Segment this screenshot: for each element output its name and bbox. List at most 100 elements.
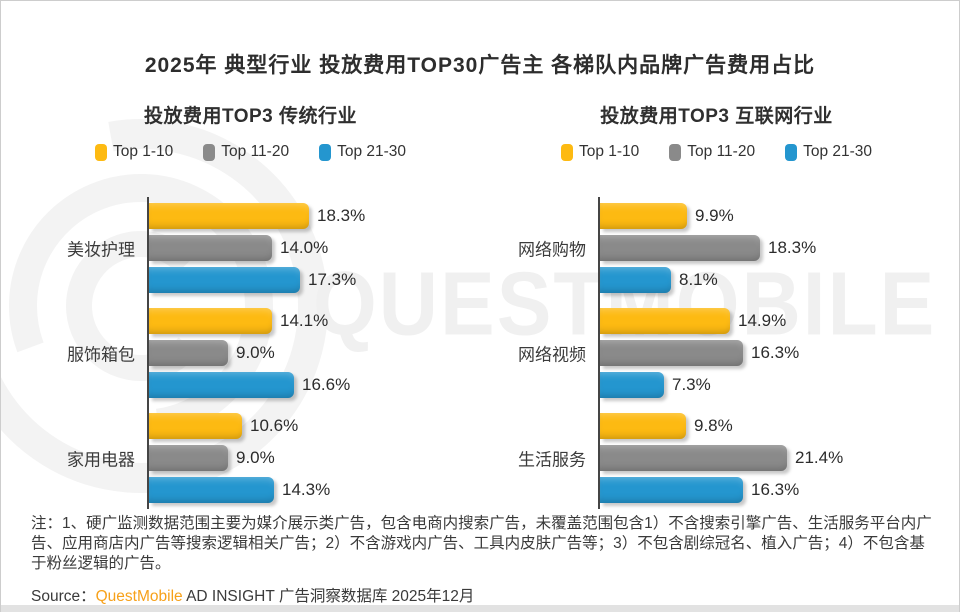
legend-label: Top 1-10 — [112, 143, 174, 160]
legend-label: Top 21-30 — [337, 143, 407, 160]
bar — [600, 372, 664, 398]
source-line: Source：QuestMobile AD INSIGHT 广告洞察数据库 20… — [31, 584, 474, 606]
bar-row: 21.4% — [600, 445, 944, 471]
category-label: 网络购物 — [518, 240, 586, 260]
legend-swatch-icon — [203, 143, 216, 161]
chart-internet-industry: 投放费用TOP3 互联网行业 Top 1-10 Top 11-20 Top 21-3… — [489, 101, 944, 509]
bar-value-label: 9.9% — [695, 206, 734, 225]
legend-swatch-icon — [669, 143, 682, 161]
bar-row: 10.6% — [149, 413, 478, 439]
bar-row: 14.1% — [149, 308, 478, 334]
bar — [149, 340, 228, 366]
bar-value-label: 7.3% — [672, 375, 711, 394]
bar-row: 9.9% — [600, 203, 944, 229]
legend-swatch-icon — [319, 143, 332, 161]
bar-row: 9.8% — [600, 413, 944, 439]
bar-group: 美妆护理 18.3% 14.0% 17.3% — [67, 203, 478, 293]
chart-subtitle: 投放费用TOP3 传统行业 — [143, 106, 358, 127]
bar-value-label: 16.3% — [751, 480, 800, 499]
bar-row: 18.3% — [149, 203, 478, 229]
bar-row: 14.9% — [600, 308, 944, 334]
chart-legend: Top 1-10 Top 11-20 Top 21-30 — [489, 141, 944, 163]
legend-label: Top 1-10 — [578, 143, 640, 160]
chart-legend: Top 1-10 Top 11-20 Top 21-30 — [23, 141, 478, 163]
legend-swatch-icon — [94, 143, 107, 161]
legend-item: Top 1-10 — [94, 143, 174, 161]
legend-item: Top 1-10 — [560, 143, 640, 161]
legend-swatch-icon — [560, 143, 573, 161]
bar — [149, 308, 272, 334]
bar-row: 17.3% — [149, 267, 478, 293]
bar — [600, 235, 760, 261]
bar — [149, 477, 274, 503]
bar — [600, 413, 686, 439]
bar-value-label: 21.4% — [795, 448, 844, 467]
bar-value-label: 17.3% — [308, 270, 357, 289]
legend-item: Top 11-20 — [203, 143, 289, 161]
bar-row: 16.3% — [600, 477, 944, 503]
legend-swatch-icon — [785, 143, 798, 161]
legend-label: Top 11-20 — [221, 143, 290, 160]
chart-subtitle: 投放费用TOP3 互联网行业 — [600, 106, 833, 127]
bar-row: 16.6% — [149, 372, 478, 398]
bar-row: 8.1% — [600, 267, 944, 293]
bar — [600, 445, 787, 471]
source-suffix: AD INSIGHT 广告洞察数据库 2025年12月 — [182, 588, 475, 605]
bar — [600, 308, 730, 334]
bar-value-label: 8.1% — [679, 270, 718, 289]
bar — [149, 235, 272, 261]
bar — [600, 267, 671, 293]
bar-value-label: 18.3% — [317, 206, 366, 225]
chart-traditional-industry: 投放费用TOP3 传统行业 Top 1-10 Top 11-20 Top 21-30… — [23, 101, 478, 509]
category-label: 网络视频 — [518, 345, 586, 365]
bar-value-label: 14.9% — [738, 311, 787, 330]
bar — [600, 477, 743, 503]
bar-value-label: 14.1% — [280, 311, 329, 330]
bar — [149, 445, 228, 471]
category-label: 生活服务 — [518, 450, 586, 470]
bar-value-label: 18.3% — [768, 238, 817, 257]
bottom-edge-strip — [1, 605, 959, 612]
bar-value-label: 16.6% — [302, 375, 351, 394]
footnote: 注：1、硬广监测数据范围主要为媒介展示类广告，包含电商内搜索广告，未覆盖范围包含… — [31, 515, 932, 572]
legend-label: Top 11-20 — [687, 143, 756, 160]
bar-row: 9.0% — [149, 445, 478, 471]
category-label: 美妆护理 — [67, 240, 135, 260]
legend-label: Top 21-30 — [803, 143, 873, 160]
bar-group: 服饰箱包 14.1% 9.0% 16.6% — [67, 308, 478, 398]
source-brand: QuestMobile — [95, 588, 183, 605]
bar — [149, 413, 242, 439]
bar-value-label: 9.0% — [236, 343, 275, 362]
legend-item: Top 11-20 — [669, 143, 755, 161]
bar-value-label: 14.0% — [280, 238, 329, 257]
bar-row: 9.0% — [149, 340, 478, 366]
bar-row: 14.0% — [149, 235, 478, 261]
bar-group: 生活服务 9.8% 21.4% 16.3% — [518, 413, 944, 503]
bar-value-label: 14.3% — [282, 480, 331, 499]
bar-row: 16.3% — [600, 340, 944, 366]
bar-value-label: 16.3% — [751, 343, 800, 362]
bar — [149, 267, 300, 293]
category-label: 服饰箱包 — [67, 345, 135, 365]
bar-group: 网络视频 14.9% 16.3% 7.3% — [518, 308, 944, 398]
page-title: 2025年 典型行业 投放费用TOP30广告主 各梯队内品牌广告费用占比 — [144, 54, 816, 77]
bar-row: 18.3% — [600, 235, 944, 261]
source-prefix: Source： — [31, 588, 96, 605]
bar-group: 家用电器 10.6% 9.0% 14.3% — [67, 413, 478, 503]
bar — [149, 372, 294, 398]
chart-plot-area: 美妆护理 18.3% 14.0% 17.3% 服饰箱包 14.1% 9.0% 16.6% 家用电… — [67, 197, 478, 509]
bar-row: 14.3% — [149, 477, 478, 503]
bar-row: 7.3% — [600, 372, 944, 398]
chart-plot-area: 网络购物 9.9% 18.3% 8.1% 网络视频 14.9% 16.3% 7.3% 生活服务 9… — [518, 197, 944, 509]
bar-value-label: 9.8% — [694, 416, 733, 435]
legend-item: Top 21-30 — [319, 143, 406, 161]
bar-value-label: 9.0% — [236, 448, 275, 467]
bar-group: 网络购物 9.9% 18.3% 8.1% — [518, 203, 944, 293]
legend-item: Top 21-30 — [785, 143, 872, 161]
bar — [600, 340, 743, 366]
category-label: 家用电器 — [67, 450, 135, 470]
bar — [600, 203, 687, 229]
bar-value-label: 10.6% — [250, 416, 299, 435]
bar — [149, 203, 309, 229]
